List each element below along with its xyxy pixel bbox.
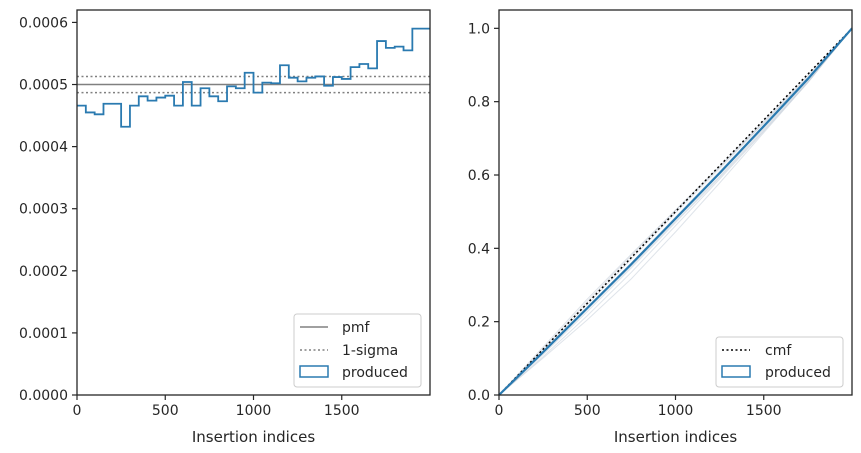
x-tick-label: 1000 bbox=[658, 403, 694, 419]
produced-cumulative-line bbox=[498, 27, 853, 396]
legend-produced-label: produced bbox=[342, 365, 408, 381]
sample-curve bbox=[498, 28, 853, 396]
left-x-axis-label: Insertion indices bbox=[192, 428, 315, 446]
left-plot-content bbox=[77, 27, 430, 128]
y-tick-label: 0.0 bbox=[468, 388, 490, 404]
sample-curve bbox=[498, 27, 853, 396]
left-legend: pmf 1-sigma produced bbox=[293, 313, 422, 388]
right-x-axis-label: Insertion indices bbox=[614, 428, 737, 446]
x-tick-label: 1000 bbox=[236, 403, 272, 419]
cmf-line bbox=[498, 27, 853, 396]
legend-produced-label-right: produced bbox=[765, 365, 831, 381]
right-plot-content bbox=[498, 27, 853, 396]
sample-curve bbox=[498, 27, 853, 396]
legend-produced-swatch bbox=[299, 365, 329, 378]
x-tick-label: 1500 bbox=[324, 403, 360, 419]
y-tick-label: 0.6 bbox=[468, 168, 490, 184]
legend-sigma-label: 1-sigma bbox=[342, 343, 398, 359]
right-y-ticks: 0.0 0.2 0.4 0.6 0.8 1.0 bbox=[468, 21, 499, 404]
sample-curve bbox=[498, 27, 853, 396]
y-tick-label: 0.0000 bbox=[19, 388, 68, 404]
x-tick-label: 500 bbox=[152, 403, 179, 419]
legend-pmf-label: pmf bbox=[342, 320, 371, 336]
left-y-ticks: 0.0000 0.0001 0.0002 0.0003 0.0004 0.0005 0.00… bbox=[19, 15, 77, 404]
right-legend: cmf produced bbox=[715, 336, 844, 388]
produced-step-line bbox=[77, 27, 430, 128]
x-tick-label: 1500 bbox=[746, 403, 782, 419]
right-chart: 0 500 1000 1500 0.0 0.2 0.4 0.6 0.8 1.0 Insertio… bbox=[468, 9, 853, 446]
y-tick-label: 1.0 bbox=[468, 21, 490, 37]
x-tick-label: 500 bbox=[574, 403, 601, 419]
right-legend-box bbox=[715, 336, 844, 388]
y-tick-label: 0.4 bbox=[468, 241, 490, 257]
left-x-ticks: 0 500 1000 1500 bbox=[73, 395, 360, 419]
legend-produced-swatch-right bbox=[721, 365, 751, 378]
x-tick-label: 0 bbox=[495, 403, 504, 419]
legend-cmf-label: cmf bbox=[765, 343, 792, 359]
left-legend-box bbox=[293, 313, 422, 388]
y-tick-label: 0.0005 bbox=[19, 78, 68, 94]
right-x-ticks: 0 500 1000 1500 bbox=[495, 395, 782, 419]
sample-curve bbox=[498, 28, 853, 396]
y-tick-label: 0.8 bbox=[468, 95, 490, 111]
sample-curve bbox=[498, 28, 853, 396]
x-tick-label: 0 bbox=[73, 403, 82, 419]
y-tick-label: 0.0004 bbox=[19, 140, 68, 156]
y-tick-label: 0.0002 bbox=[19, 264, 68, 280]
y-tick-label: 0.0006 bbox=[19, 15, 68, 31]
y-tick-label: 0.2 bbox=[468, 315, 490, 331]
y-tick-label: 0.0001 bbox=[19, 326, 68, 342]
y-tick-label: 0.0003 bbox=[19, 202, 68, 218]
